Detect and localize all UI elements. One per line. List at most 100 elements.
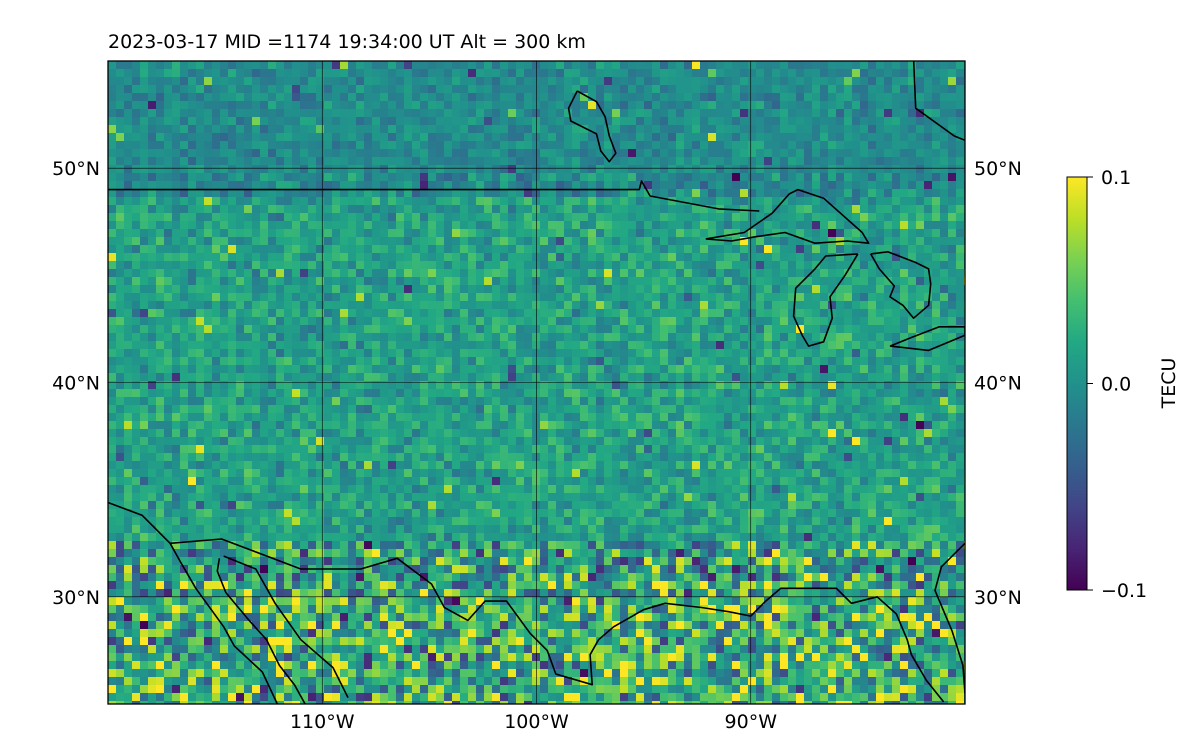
heatmap-cell [596, 93, 605, 102]
heatmap-cell [900, 141, 909, 150]
heatmap-cell [868, 381, 877, 390]
heatmap-cell [492, 421, 501, 430]
heatmap-cell [484, 69, 493, 78]
heatmap-cell [308, 85, 317, 94]
heatmap-cell [260, 373, 269, 382]
heatmap-cell [252, 141, 261, 150]
heatmap-cell [492, 141, 501, 150]
heatmap-cell [580, 349, 589, 358]
heatmap-cell [396, 317, 405, 326]
heatmap-cell [268, 245, 277, 254]
heatmap-cell [948, 285, 957, 294]
heatmap-cell [596, 373, 605, 382]
heatmap-cell [852, 269, 861, 278]
heatmap-cell [508, 157, 517, 166]
heatmap-cell [276, 189, 285, 198]
heatmap-cell [876, 373, 885, 382]
heatmap-cell [108, 189, 117, 198]
heatmap-cell [908, 117, 917, 126]
heatmap-cell [748, 213, 757, 222]
heatmap-cell [764, 341, 773, 350]
heatmap-cell [340, 397, 349, 406]
heatmap-cell [196, 285, 205, 294]
heatmap-cell [372, 125, 381, 134]
heatmap-cell [628, 189, 637, 198]
heatmap-cell [308, 69, 317, 78]
heatmap-cell [700, 349, 709, 358]
heatmap-cell [588, 69, 597, 78]
heatmap-cell [540, 325, 549, 334]
heatmap-cell [284, 205, 293, 214]
heatmap-cell [684, 157, 693, 166]
heatmap-cell [540, 101, 549, 110]
heatmap-cell [292, 413, 301, 422]
heatmap-cell [796, 365, 805, 374]
heatmap-cell [180, 253, 189, 262]
heatmap-cell [220, 133, 229, 142]
heatmap-cell [348, 341, 357, 350]
heatmap-cell [660, 325, 669, 334]
heatmap-cell [708, 229, 717, 238]
heatmap-cell [284, 213, 293, 222]
heatmap-cell [844, 205, 853, 214]
heatmap-cell [684, 333, 693, 342]
heatmap-cell [348, 69, 357, 78]
heatmap-cell [140, 357, 149, 366]
heatmap-cell [892, 69, 901, 78]
heatmap-cell [492, 389, 501, 398]
heatmap-cell [116, 253, 125, 262]
heatmap-cell [444, 109, 453, 118]
heatmap-cell [436, 149, 445, 158]
heatmap-cell [460, 341, 469, 350]
heatmap-cell [844, 261, 853, 270]
heatmap-cell [156, 125, 165, 134]
heatmap-cell [788, 173, 797, 182]
heatmap-cell [108, 165, 117, 174]
heatmap-cell [412, 325, 421, 334]
heatmap-cell [892, 213, 901, 222]
heatmap-cell [484, 109, 493, 118]
heatmap-cell [372, 69, 381, 78]
heatmap-cell [564, 69, 573, 78]
heatmap-cell [836, 197, 845, 206]
heatmap-cell [636, 277, 645, 286]
heatmap-cell [404, 109, 413, 118]
heatmap-cell [268, 341, 277, 350]
heatmap-cell [708, 373, 717, 382]
heatmap-cell [188, 317, 197, 326]
heatmap-cell [236, 221, 245, 230]
heatmap-cell [436, 381, 445, 390]
heatmap-cell [932, 197, 941, 206]
heatmap-cell [604, 405, 613, 414]
heatmap-cell [500, 341, 509, 350]
heatmap-cell [196, 269, 205, 278]
heatmap-cell [948, 245, 957, 254]
heatmap-cell [844, 189, 853, 198]
heatmap-cell [804, 333, 813, 342]
heatmap-cell [580, 157, 589, 166]
heatmap-cell [588, 61, 597, 70]
heatmap-cell [724, 245, 733, 254]
heatmap-cell [228, 349, 237, 358]
heatmap-cell [172, 197, 181, 206]
heatmap-cell [788, 333, 797, 342]
heatmap-cell [540, 333, 549, 342]
heatmap-cell [676, 405, 685, 414]
heatmap-cell [108, 269, 117, 278]
heatmap-cell [476, 101, 485, 110]
heatmap-cell [604, 373, 613, 382]
heatmap-cell [828, 277, 837, 286]
heatmap-cell [620, 357, 629, 366]
heatmap-cell [444, 117, 453, 126]
heatmap-cell [380, 69, 389, 78]
heatmap-cell [924, 357, 933, 366]
heatmap-cell [548, 117, 557, 126]
heatmap-cell [700, 125, 709, 134]
heatmap-cell [884, 285, 893, 294]
heatmap-cell [828, 301, 837, 310]
heatmap-cell [548, 317, 557, 326]
heatmap-cell [124, 101, 133, 110]
heatmap-cell [748, 229, 757, 238]
heatmap-cell [780, 213, 789, 222]
heatmap-cell [244, 117, 253, 126]
